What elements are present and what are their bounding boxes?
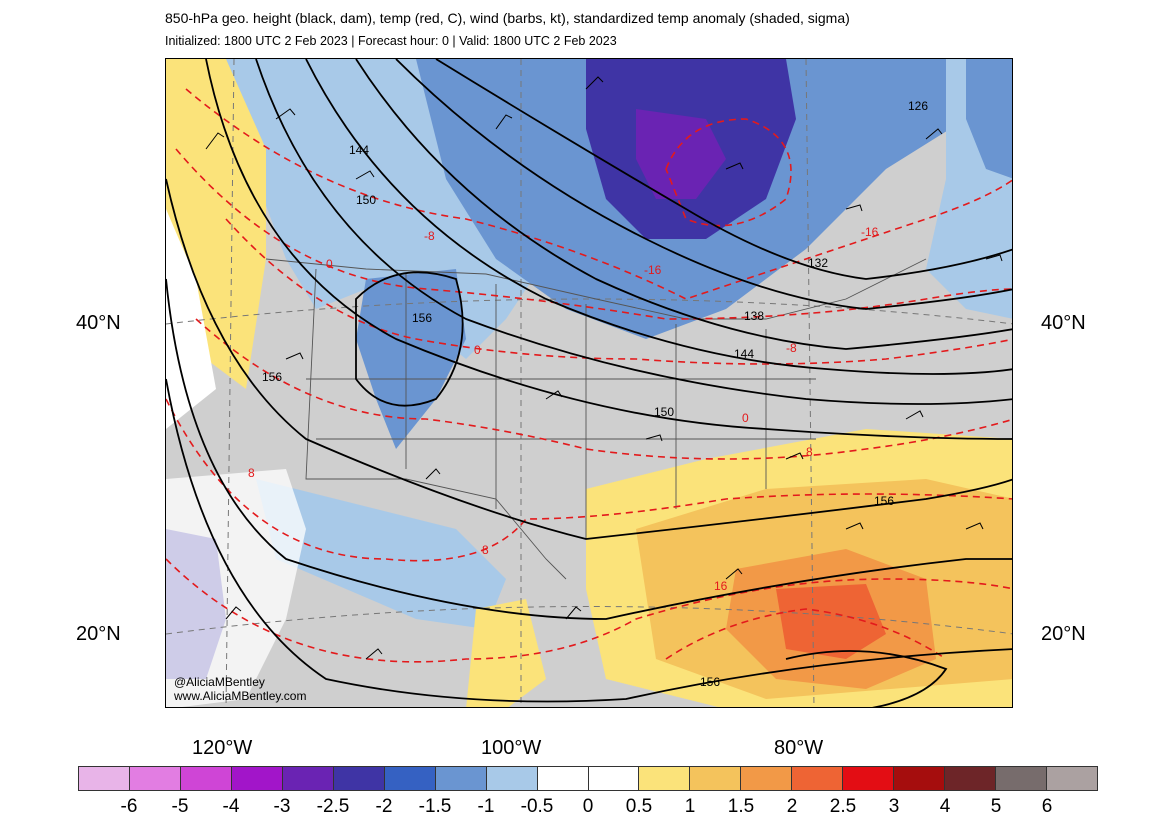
lon-label: 100°W — [481, 737, 542, 759]
rockies-blue — [356, 269, 466, 449]
chart-title: 850-hPa geo. height (black, dam), temp (… — [165, 10, 850, 26]
temp-label: -8 — [424, 229, 435, 243]
northeast-blue — [966, 59, 1012, 179]
colorbar-tick-label: 4 — [939, 796, 951, 817]
credit-site: www.AliciaMBentley.com — [174, 689, 307, 703]
colorbar-swatch — [231, 767, 283, 790]
colorbar-swatch — [690, 767, 742, 790]
colorbar-swatch — [129, 767, 181, 790]
height-label: 150 — [356, 193, 377, 207]
colorbar-tick-label: 1.5 — [727, 796, 755, 817]
pacific-white — [166, 469, 306, 707]
colorbar-swatch — [741, 767, 793, 790]
temperature-contours — [166, 88, 1012, 663]
boundaries — [265, 258, 927, 580]
temp-label: 8 — [248, 466, 255, 480]
lat-label-left: 40°N — [76, 312, 121, 334]
height-label: 156 — [700, 675, 721, 689]
colorbar-tick-label: -3 — [273, 796, 291, 817]
colorbar-tick-label: 2.5 — [829, 796, 857, 817]
colorbar-swatch — [435, 767, 487, 790]
colorbar-swatch — [79, 767, 130, 790]
colorbar-swatch — [384, 767, 436, 790]
colorbar-swatch — [486, 767, 538, 790]
height-label: 126 — [908, 99, 929, 113]
mexico-warm — [466, 599, 546, 707]
colorbar-tick-label: -1 — [477, 796, 495, 817]
height-label: 156 — [262, 370, 283, 384]
temp-label: 0 — [742, 411, 749, 425]
colorbar-tick-label: 2 — [786, 796, 798, 817]
lat-label-right: 20°N — [1041, 623, 1086, 645]
colorbar-tick-label: -0.5 — [520, 796, 554, 817]
colorbar-swatch — [945, 767, 997, 790]
colorbar-tick-label: -1.5 — [418, 796, 452, 817]
colorbar — [78, 766, 1098, 791]
lat-label-right: 40°N — [1041, 312, 1086, 334]
colorbar-swatch — [1047, 767, 1098, 790]
colorbar-swatch — [894, 767, 946, 790]
colorbar-swatch — [588, 767, 640, 790]
colorbar-tick-label: 5 — [990, 796, 1002, 817]
height-label: 138 — [744, 309, 765, 323]
temp-label: 0 — [326, 257, 333, 271]
map-graphics — [166, 59, 1012, 707]
height-label: 150 — [654, 405, 675, 419]
colorbar-tick-label: 6 — [1041, 796, 1053, 817]
lat-label-left: 20°N — [76, 623, 121, 645]
anomaly-shading — [166, 59, 1012, 707]
colorbar-tick-label: -2.5 — [316, 796, 350, 817]
height-label: 132 — [808, 256, 829, 270]
southwest-cold — [256, 479, 506, 629]
wind-barbs — [205, 76, 1003, 660]
colorbar-swatch — [792, 767, 844, 790]
lon-label: 80°W — [774, 737, 824, 759]
temp-label: 8 — [482, 543, 489, 557]
height-label: 144 — [349, 143, 370, 157]
chart-subtitle: Initialized: 1800 UTC 2 Feb 2023 | Forec… — [165, 34, 617, 48]
colorbar-swatch — [282, 767, 334, 790]
temp-label: -8 — [786, 341, 797, 355]
colorbar-tick-label: -4 — [222, 796, 240, 817]
west-coast-warm — [166, 59, 266, 389]
credit-handle: @AliciaMBentley — [174, 675, 265, 689]
height-label: 156 — [874, 494, 895, 508]
colorbar-tick-label: -2 — [375, 796, 393, 817]
colorbar-swatch — [996, 767, 1048, 790]
lon-label: 120°W — [192, 737, 253, 759]
west-coast-white — [166, 209, 216, 429]
weather-map: 126 132 138 144 144 150 150 156 156 156 … — [165, 58, 1013, 708]
colorbar-tick-label: 3 — [888, 796, 900, 817]
temp-label: 8 — [806, 445, 813, 459]
colorbar-tick-label: 0.5 — [625, 796, 653, 817]
colorbar-swatch — [180, 767, 232, 790]
warm-anomaly-peak — [776, 584, 886, 659]
colorbar-swatch — [333, 767, 385, 790]
temp-label: -16 — [644, 263, 662, 277]
colorbar-swatch — [537, 767, 589, 790]
temp-label: 16 — [714, 579, 728, 593]
colorbar-swatch — [639, 767, 691, 790]
height-label: 156 — [412, 311, 433, 325]
colorbar-swatch — [843, 767, 895, 790]
colorbar-tick-label: -5 — [171, 796, 189, 817]
colorbar-tick-label: 1 — [684, 796, 696, 817]
temp-label: 0 — [474, 343, 481, 357]
height-label: 144 — [734, 347, 755, 361]
temp-label: -16 — [861, 225, 879, 239]
strongest-cold-core — [636, 109, 726, 199]
colorbar-tick-label: -6 — [120, 796, 138, 817]
height-contours — [166, 59, 1012, 707]
colorbar-tick-label: 0 — [582, 796, 594, 817]
